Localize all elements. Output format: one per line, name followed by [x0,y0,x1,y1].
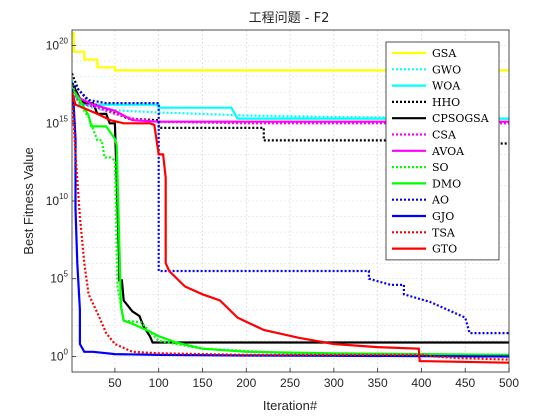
x-tick-label: 150 [192,376,212,390]
series-line-so [72,83,509,356]
y-tick-label: 1010 [46,192,69,208]
legend-label: AO [431,194,449,207]
legend-label: GWO [432,63,461,76]
y-axis-label: Best Fitness Value [21,147,36,254]
series-line-gto [72,91,509,364]
legend-label: TSA [432,226,456,239]
x-tick-label: 300 [324,376,344,390]
x-tick-label: 500 [499,376,519,390]
x-axis-label: Iteration# [263,398,318,413]
x-axis-ticks: 50 100 150 200 250 300 350 400 450 500 [108,368,519,390]
series-line-tsa [72,92,509,361]
legend-label: CPSOGSA [432,112,490,125]
legend-label: GTO [432,243,457,256]
x-tick-label: 100 [149,376,169,390]
x-tick-label: 50 [108,376,122,390]
chart-title: 工程问题 - F2 [249,11,330,26]
legend-label: CSA [432,129,457,142]
series-line-gjo [72,88,509,358]
y-tick-label: 1015 [46,114,69,130]
series-line-dmo [72,88,509,356]
y-axis-ticks: 100 105 1010 1015 1020 [46,37,76,363]
legend-label: GJO [432,210,454,223]
legend-label: AVOA [431,145,465,158]
y-tick-label: 100 [50,347,68,363]
x-tick-label: 400 [411,376,431,390]
x-tick-label: 250 [280,376,300,390]
y-tick-label: 105 [50,270,68,286]
series-layer [72,32,509,364]
y-tick-label: 1020 [46,37,69,53]
x-tick-label: 450 [455,376,475,390]
series-line-ao [72,82,509,335]
legend-label: DMO [432,177,461,190]
legend-label: WOA [432,80,461,93]
x-tick-label: 200 [236,376,256,390]
legend-label: SO [432,161,449,174]
series-line-gsa [72,32,509,72]
legend-label: HHO [432,96,460,109]
legend-label: GSA [432,47,457,60]
x-tick-label: 350 [368,376,388,390]
legend: GSA GWO WOA HHO CPSOGSA CSA AVOA SO DMO AO GJO TSA G… [385,41,500,261]
